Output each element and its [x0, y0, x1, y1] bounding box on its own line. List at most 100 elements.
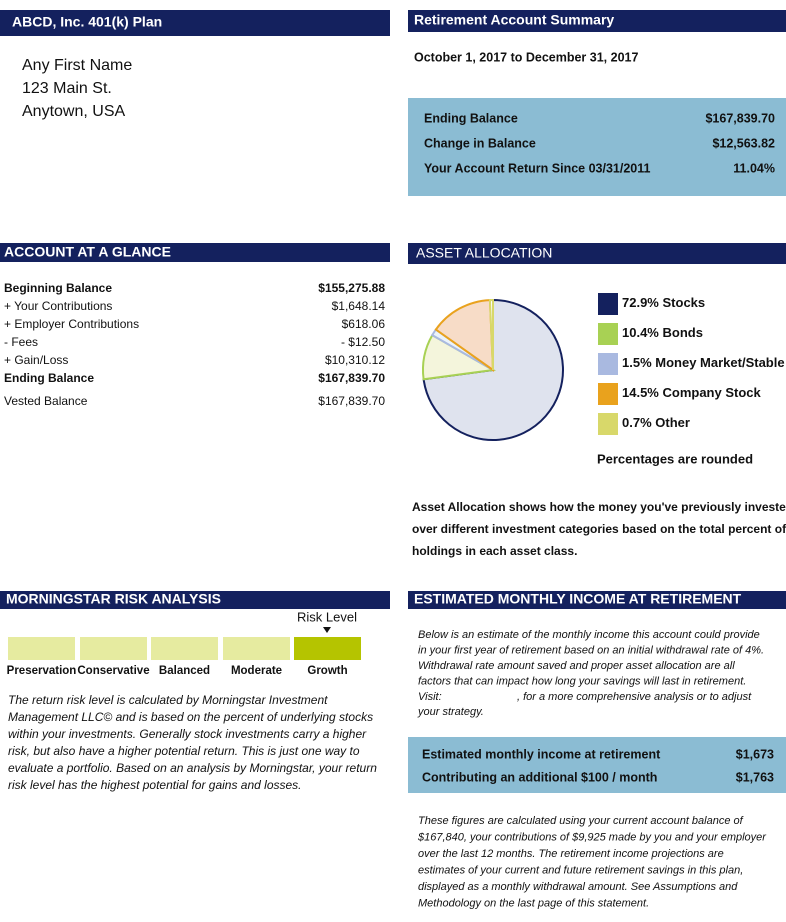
legend-value: 0.7% — [622, 415, 652, 430]
risk-box — [294, 637, 361, 660]
legend-swatch — [598, 413, 618, 435]
income-text: Withdrawal rate amount saved and proper … — [418, 660, 735, 672]
risk-level: Moderate — [231, 665, 282, 677]
note: Percentages are rounded — [597, 451, 753, 466]
glance-value: $167,839.70 — [318, 371, 385, 385]
glance-value: $167,839.70 — [318, 394, 385, 408]
section-title: ESTIMATED MONTHLY INCOME AT RETIREMENT — [414, 591, 742, 607]
footnote-line: $167,840, your contributions of $9,925 m… — [417, 831, 767, 843]
legend-label: Bonds — [663, 325, 703, 340]
risk-level: Growth — [307, 665, 347, 677]
section-title: MORNINGSTAR RISK ANALYSIS — [6, 591, 221, 607]
plan-title: ABCD, Inc. 401(k) Plan — [12, 14, 162, 30]
glance-bar — [0, 243, 390, 262]
description-line: holdings in each asset class. — [412, 544, 577, 558]
footnote-line: estimates of your current and future ret… — [418, 864, 743, 876]
income-bar — [408, 591, 786, 609]
risk-arrow — [323, 627, 331, 633]
glance-label: Vested Balance — [4, 394, 88, 408]
address-line: Any First Name — [22, 57, 132, 74]
legend-value: 72.9% — [622, 295, 659, 310]
address-line: Anytown, USA — [22, 103, 125, 120]
risk-box — [8, 637, 75, 660]
risk-level: Preservation — [7, 665, 77, 677]
income-text: Visit: — [418, 691, 442, 703]
glance-label: - Fees — [4, 335, 38, 349]
period: October 1, 2017 to December 31, 2017 — [414, 50, 638, 64]
risk-level-label: Risk Level — [297, 609, 357, 624]
income-text: factors that can impact how long your sa… — [418, 675, 746, 687]
legend-swatch — [598, 293, 618, 315]
description-line: over different investment categories bas… — [412, 522, 786, 536]
legend-entry: 72.9% Stocks — [622, 295, 705, 310]
allocation-bar — [408, 243, 786, 264]
income-text: your strategy. — [417, 706, 484, 718]
summary-value: 11.04% — [733, 161, 775, 175]
risk-box — [80, 637, 147, 660]
income-label: Estimated monthly income at retirement — [422, 747, 661, 761]
description-line: Asset Allocation shows how the money you… — [412, 500, 786, 514]
section-title: ASSET ALLOCATION — [416, 245, 552, 261]
glance-label: + Employer Contributions — [4, 317, 139, 331]
footnote-line: Methodology on the last page of this sta… — [418, 897, 649, 909]
summary-label: Ending Balance — [424, 111, 518, 125]
income-value: $1,763 — [736, 770, 774, 784]
income-text: , for a more comprehensive analysis or t… — [517, 691, 752, 703]
income-value: $1,673 — [736, 747, 774, 761]
legend-value: 14.5% — [622, 385, 659, 400]
risk-bar — [0, 591, 390, 609]
legend-swatch — [598, 323, 618, 345]
pie-slice — [488, 298, 494, 371]
summary-value: $12,563.82 — [712, 136, 775, 150]
summary-label: Change in Balance — [424, 136, 536, 150]
risk-level: Balanced — [159, 665, 210, 677]
income-text: in your first year of retirement based o… — [418, 644, 764, 656]
summary-value: $167,839.70 — [705, 111, 775, 125]
legend-value: 10.4% — [622, 325, 659, 340]
risk-text: evaluate a portfolio. Based on an analys… — [8, 761, 377, 775]
footnote-line: displayed as a monthly withdrawal amount… — [418, 881, 738, 893]
legend-entry: 10.4% Bonds — [622, 325, 703, 340]
glance-value: $155,275.88 — [318, 281, 385, 295]
legend-entry: 1.5% Money Market/Stable Value — [622, 355, 786, 370]
legend-label: Money Market/Stable Value — [655, 355, 786, 370]
legend-entry: 14.5% Company Stock — [622, 385, 762, 400]
income-label: Contributing an additional $100 / month — [422, 770, 657, 784]
legend-label: Company Stock — [663, 385, 762, 400]
glance-value: $1,648.14 — [332, 299, 386, 313]
glance-label: Beginning Balance — [4, 281, 112, 295]
risk-box — [151, 637, 218, 660]
glance-label: Ending Balance — [4, 371, 94, 385]
legend-swatch — [598, 353, 618, 375]
footnote-line: over the last 12 months. The retirement … — [418, 848, 724, 860]
section-title: Retirement Account Summary — [414, 12, 614, 28]
income-box — [408, 737, 786, 793]
risk-text: risk, but also have a higher potential r… — [8, 744, 360, 758]
title-bar — [0, 10, 390, 36]
summary-label: Your Account Return Since 03/31/2011 — [424, 161, 651, 175]
glance-label: + Gain/Loss — [4, 353, 68, 367]
legend-swatch — [598, 383, 618, 405]
section-title: ACCOUNT AT A GLANCE — [4, 244, 171, 260]
pie-slice — [434, 299, 495, 372]
legend-label: Stocks — [663, 295, 706, 310]
legend-label: Other — [655, 415, 690, 430]
glance-value: $10,310.12 — [325, 353, 385, 367]
risk-text: The return risk level is calculated by M… — [8, 693, 328, 707]
glance-value: $618.06 — [342, 317, 386, 331]
summary-box — [408, 98, 786, 196]
risk-box — [223, 637, 290, 660]
risk-text: risk level has the highest potential for… — [8, 778, 302, 792]
risk-level: Conservative — [77, 665, 149, 677]
legend-value: 1.5% — [622, 355, 652, 370]
income-text: Below is an estimate of the monthly inco… — [418, 629, 760, 641]
address-line: 123 Main St. — [22, 80, 112, 97]
glance-label: + Your Contributions — [4, 299, 112, 313]
footnote-line: These figures are calculated using your … — [418, 815, 744, 827]
summary-bar — [408, 10, 786, 32]
glance-value: - $12.50 — [341, 335, 385, 349]
risk-text: Management LLC© and is based on the perc… — [8, 710, 373, 724]
legend-entry: 0.7% Other — [622, 415, 690, 430]
risk-text: within your investments. Generally stock… — [8, 727, 367, 741]
